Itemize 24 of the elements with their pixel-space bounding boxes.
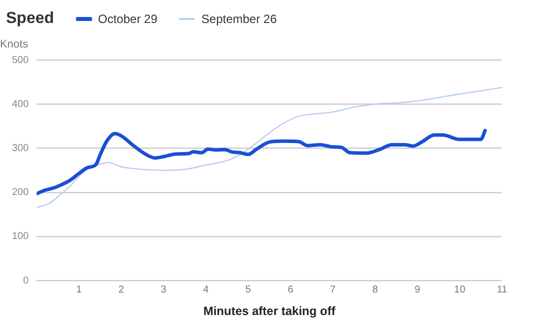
y-tick-label: 400: [12, 98, 30, 110]
legend-label: September 26: [201, 12, 277, 26]
x-tick-label: 2: [118, 284, 125, 296]
x-tick-label: 1: [76, 284, 82, 296]
chart-title: Speed: [6, 10, 54, 28]
x-tick-label: 10: [454, 284, 466, 296]
x-tick-label: 11: [496, 284, 508, 296]
x-tick-label: 3: [160, 284, 167, 296]
x-tick-label: 9: [414, 284, 421, 296]
line-series: [36, 128, 487, 196]
y-tick-label: 0: [23, 275, 30, 286]
legend-label: October 29: [98, 12, 158, 26]
x-tick-label: 4: [203, 284, 210, 296]
x-tick-label: 8: [372, 284, 378, 296]
y-tick-label: 500: [12, 54, 30, 66]
y-tick-label: 100: [12, 231, 30, 242]
x-tick-label: 7: [330, 284, 336, 296]
y-tick-label: 300: [12, 142, 30, 154]
y-tick-label: 200: [12, 187, 30, 198]
x-tick-label: 6: [288, 284, 294, 296]
x-tick-label: 5: [245, 284, 252, 296]
y-axis-title: Knots: [0, 38, 29, 51]
line-series: [36, 86, 502, 208]
x-axis-title: Minutes after taking off: [203, 304, 336, 318]
